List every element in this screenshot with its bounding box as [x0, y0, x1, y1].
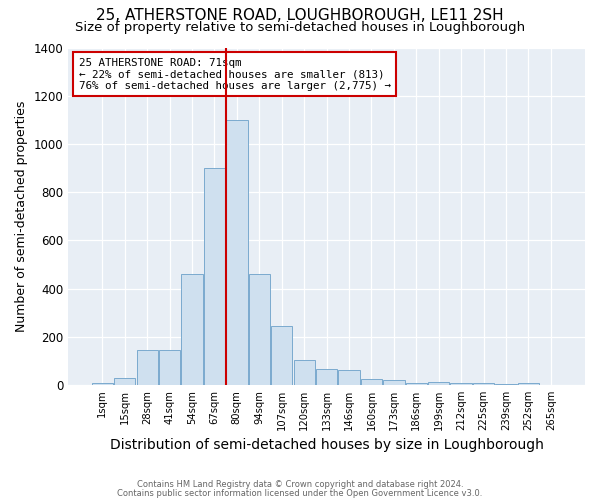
- Bar: [248, 274, 270, 385]
- Bar: [496, 384, 517, 385]
- Y-axis label: Number of semi-detached properties: Number of semi-detached properties: [15, 100, 28, 332]
- Bar: [451, 383, 472, 385]
- Bar: [92, 382, 113, 385]
- Bar: [204, 168, 225, 385]
- Text: 25 ATHERSTONE ROAD: 71sqm
← 22% of semi-detached houses are smaller (813)
76% of: 25 ATHERSTONE ROAD: 71sqm ← 22% of semi-…: [79, 58, 391, 91]
- Bar: [159, 350, 180, 385]
- Bar: [383, 380, 404, 385]
- Bar: [428, 382, 449, 385]
- X-axis label: Distribution of semi-detached houses by size in Loughborough: Distribution of semi-detached houses by …: [110, 438, 544, 452]
- Bar: [271, 326, 292, 385]
- Bar: [226, 120, 248, 385]
- Text: Size of property relative to semi-detached houses in Loughborough: Size of property relative to semi-detach…: [75, 21, 525, 34]
- Bar: [316, 368, 337, 385]
- Bar: [338, 370, 359, 385]
- Bar: [361, 379, 382, 385]
- Text: Contains public sector information licensed under the Open Government Licence v3: Contains public sector information licen…: [118, 489, 482, 498]
- Bar: [406, 383, 427, 385]
- Text: 25, ATHERSTONE ROAD, LOUGHBOROUGH, LE11 2SH: 25, ATHERSTONE ROAD, LOUGHBOROUGH, LE11 …: [96, 8, 504, 22]
- Bar: [293, 360, 315, 385]
- Bar: [114, 378, 136, 385]
- Text: Contains HM Land Registry data © Crown copyright and database right 2024.: Contains HM Land Registry data © Crown c…: [137, 480, 463, 489]
- Bar: [473, 383, 494, 385]
- Bar: [137, 350, 158, 385]
- Bar: [181, 274, 203, 385]
- Bar: [518, 383, 539, 385]
